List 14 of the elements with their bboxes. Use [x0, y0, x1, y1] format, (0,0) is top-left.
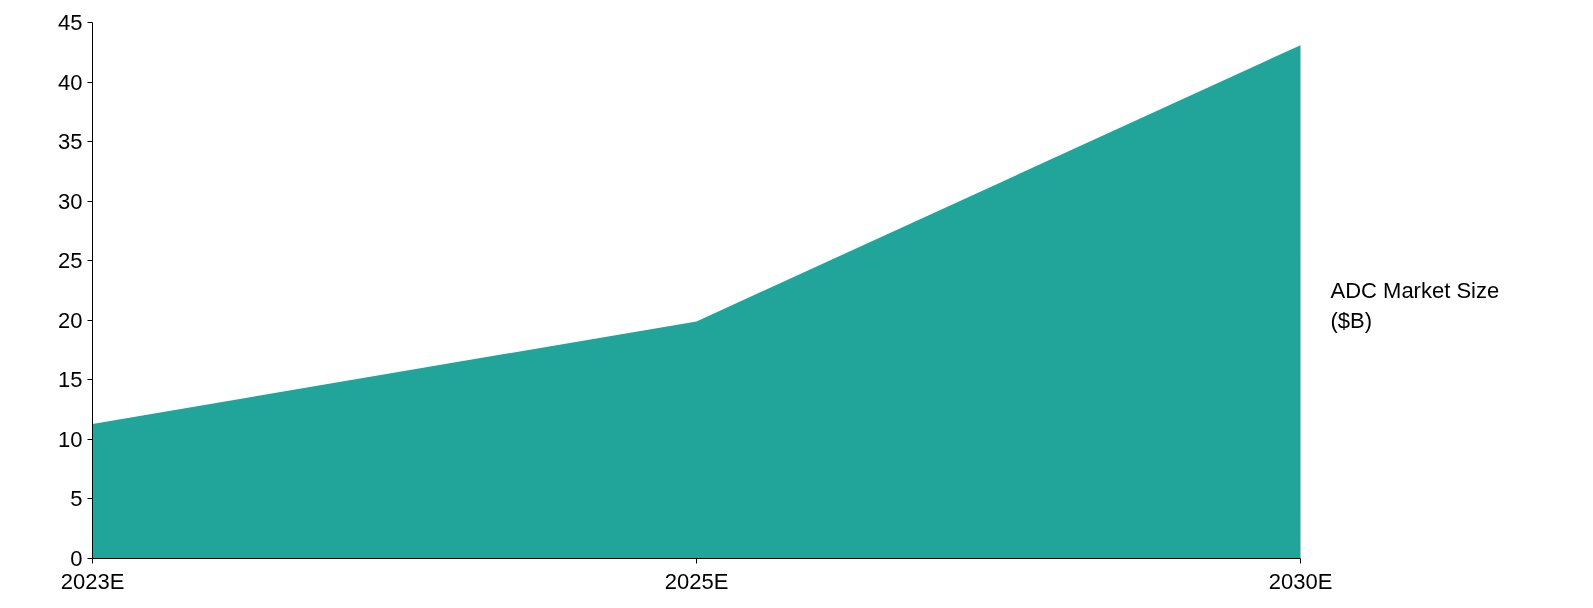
y-tick-label: 5 — [70, 486, 83, 512]
series-label: ADC Market Size ($B) — [1330, 278, 1500, 333]
y-tick-label: 40 — [58, 69, 83, 95]
y-tick-label: 45 — [58, 10, 83, 35]
y-tick-label: 15 — [58, 367, 83, 393]
y-tick-label: 30 — [58, 188, 83, 214]
y-tick-label: 0 — [70, 546, 83, 571]
x-tick-label: 2030E — [1268, 568, 1333, 594]
x-tick-label: 2025E — [664, 568, 729, 594]
x-tick-label: 2023E — [60, 568, 125, 594]
y-tick-label: 35 — [58, 129, 83, 155]
y-tick-label: 10 — [58, 426, 83, 452]
y-tick-label: 25 — [58, 248, 83, 274]
y-tick-label: 20 — [58, 307, 83, 333]
